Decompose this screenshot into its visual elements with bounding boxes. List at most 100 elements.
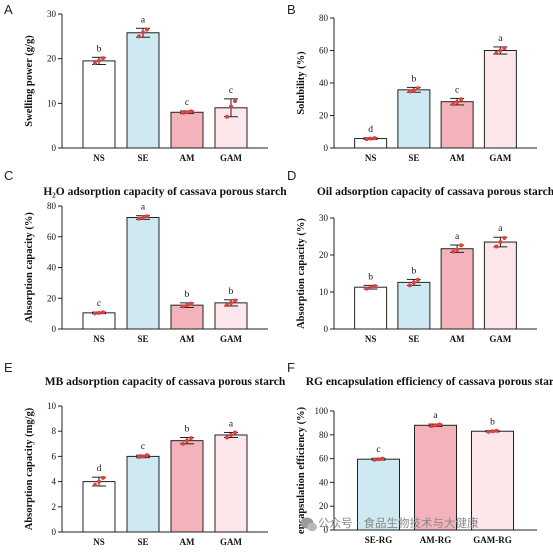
data-point bbox=[97, 479, 101, 484]
x-tick-label: GAM bbox=[489, 334, 512, 344]
y-tick-label: 10 bbox=[47, 401, 57, 411]
data-point bbox=[101, 310, 105, 315]
significance-letter: a bbox=[498, 224, 503, 234]
data-point bbox=[101, 475, 105, 480]
x-tick-label: NS bbox=[365, 334, 377, 344]
panel-letter: E bbox=[4, 360, 13, 375]
data-point bbox=[502, 46, 507, 51]
significance-letter: b bbox=[490, 418, 495, 428]
y-tick-label: 20 bbox=[319, 501, 329, 511]
y-axis-label: Swelling power (g/g) bbox=[24, 35, 35, 127]
significance-letter: b bbox=[97, 44, 102, 54]
data-point bbox=[185, 438, 189, 443]
y-tick-label: 0 bbox=[52, 527, 57, 537]
x-tick-label: AM bbox=[180, 537, 195, 547]
data-point bbox=[494, 50, 499, 55]
x-tick-label: AM-RG bbox=[420, 535, 452, 545]
bar-gam bbox=[483, 50, 517, 149]
y-tick-label: 60 bbox=[319, 46, 329, 56]
significance-letter: c bbox=[455, 85, 459, 95]
data-point bbox=[364, 286, 369, 291]
x-tick-label: GAM-RG bbox=[473, 535, 512, 545]
x-tick-label: AM bbox=[450, 334, 465, 344]
bar-ns bbox=[82, 481, 116, 533]
y-tick-label: 20 bbox=[47, 54, 57, 64]
chart-title: RG encapsulation efficiency of cassava p… bbox=[306, 376, 553, 388]
bar-am bbox=[440, 248, 474, 330]
data-point bbox=[145, 214, 149, 219]
data-point bbox=[225, 114, 229, 119]
significance-letter: a bbox=[229, 419, 234, 429]
x-tick-label: NS bbox=[365, 153, 377, 163]
chart-title: MB adsorption capacity of cassava porous… bbox=[45, 376, 286, 388]
data-point bbox=[455, 247, 460, 252]
data-point bbox=[411, 280, 416, 285]
significance-letter: a bbox=[141, 203, 146, 213]
data-point bbox=[145, 27, 149, 32]
x-tick-label: NS bbox=[93, 334, 105, 344]
data-point bbox=[233, 298, 237, 303]
bar-ns bbox=[354, 286, 388, 330]
panel-letter: A bbox=[4, 2, 13, 17]
data-point bbox=[141, 215, 145, 220]
chart-title: H₂O adsorption capacity of cassava porou… bbox=[43, 186, 287, 198]
y-tick-label: 8 bbox=[52, 426, 57, 436]
y-tick-label: 0 bbox=[324, 324, 329, 334]
bar-se bbox=[126, 455, 160, 533]
y-tick-label: 20 bbox=[47, 293, 57, 303]
data-point bbox=[181, 304, 185, 309]
wechat-icon-bubble-small bbox=[307, 522, 317, 532]
data-point bbox=[145, 453, 149, 458]
data-point bbox=[189, 109, 193, 114]
significance-letter: b bbox=[368, 272, 373, 282]
y-tick-label: 30 bbox=[319, 213, 329, 223]
y-tick-label: 0 bbox=[324, 143, 329, 153]
y-tick-label: 80 bbox=[319, 430, 329, 440]
data-point bbox=[380, 456, 385, 461]
data-point bbox=[93, 311, 97, 316]
data-point bbox=[229, 432, 233, 437]
panel-letter: D bbox=[287, 168, 296, 183]
y-tick-label: 20 bbox=[319, 250, 329, 260]
significance-letter: c bbox=[229, 86, 233, 96]
panel-letter: B bbox=[287, 2, 296, 17]
y-tick-label: 6 bbox=[52, 451, 57, 461]
data-point bbox=[368, 285, 373, 290]
bar-am bbox=[170, 440, 204, 533]
data-point bbox=[229, 104, 233, 109]
data-point bbox=[181, 441, 185, 446]
bar-am bbox=[170, 304, 204, 330]
data-point bbox=[411, 88, 416, 93]
chart-panel-f: F RG encapsulation efficiency of cassava … bbox=[287, 360, 553, 545]
x-tick-label: SE bbox=[137, 537, 148, 547]
chart-panel-c: C H₂O adsorption capacity of cassava poro… bbox=[4, 168, 287, 344]
data-point bbox=[498, 48, 503, 53]
data-point bbox=[372, 136, 377, 141]
data-point bbox=[137, 455, 141, 460]
data-point bbox=[498, 240, 503, 245]
x-tick-label: SE-RG bbox=[365, 535, 393, 545]
data-point bbox=[437, 422, 442, 427]
y-axis-label: encapsulation efficiency (%) bbox=[296, 406, 307, 534]
data-point bbox=[376, 457, 381, 462]
x-tick-label: SE bbox=[137, 153, 148, 163]
data-point bbox=[93, 61, 97, 66]
bar-gam bbox=[483, 241, 517, 330]
panel-letter: F bbox=[287, 360, 295, 375]
significance-letter: b bbox=[185, 425, 190, 435]
data-point bbox=[459, 97, 464, 102]
data-point bbox=[233, 99, 237, 104]
x-tick-label: SE bbox=[408, 334, 419, 344]
bar-ns bbox=[82, 60, 116, 149]
data-point bbox=[451, 102, 456, 107]
significance-letter: b bbox=[412, 266, 417, 276]
significance-letter: c bbox=[185, 98, 189, 108]
data-point bbox=[141, 30, 145, 35]
significance-letter: d bbox=[368, 125, 373, 135]
bar-se-rg bbox=[357, 458, 400, 531]
y-tick-label: 40 bbox=[319, 477, 329, 487]
significance-letter: c bbox=[97, 299, 101, 309]
x-tick-label: SE bbox=[137, 334, 148, 344]
y-tick-label: 40 bbox=[47, 263, 57, 273]
